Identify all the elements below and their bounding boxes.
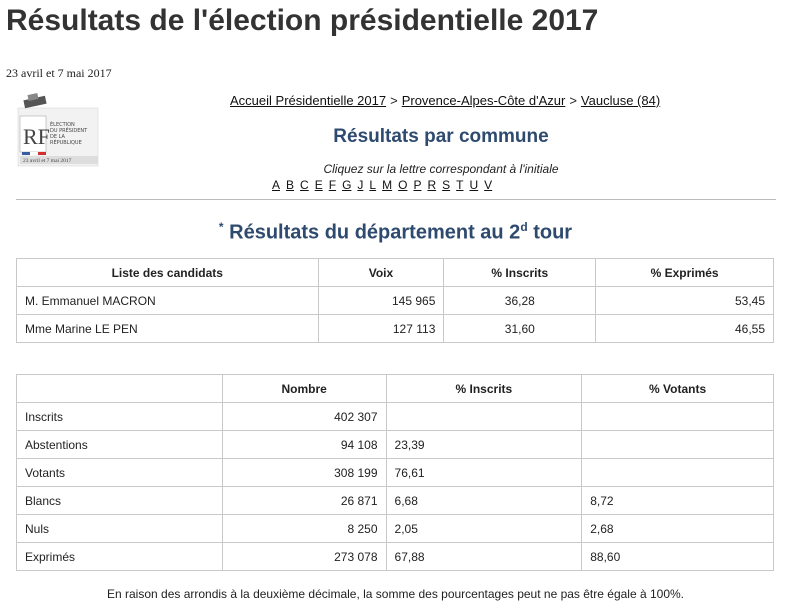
column-header-pct-inscrits: % Inscrits bbox=[385, 374, 583, 403]
row-pct-votants: 88,60 bbox=[581, 542, 774, 571]
letter-link-b[interactable]: B bbox=[286, 178, 295, 192]
row-label: Abstentions bbox=[16, 430, 223, 459]
row-count: 26 871 bbox=[221, 486, 387, 515]
logo-initials: RF bbox=[23, 124, 50, 149]
row-label: Nuls bbox=[16, 514, 223, 543]
department-title-sup: d bbox=[520, 220, 528, 234]
column-header-pct-votants: % Votants bbox=[581, 374, 774, 403]
department-title-suffix: tour bbox=[527, 221, 573, 244]
letter-link-e[interactable]: E bbox=[314, 178, 323, 192]
election-dates: 23 avril et 7 mai 2017 bbox=[6, 66, 112, 80]
footnote-asterisk: * bbox=[218, 220, 224, 234]
participation-table: Nombre % Inscrits % Votants Inscrits 402… bbox=[16, 374, 774, 571]
logo-line-1: ÉLECTION bbox=[50, 120, 75, 128]
section-divider bbox=[16, 199, 776, 200]
row-pct-votants bbox=[581, 430, 774, 459]
ballot-box-icon bbox=[23, 93, 47, 109]
logo-line-4: RÉPUBLIQUE bbox=[50, 138, 82, 146]
candidate-votes: 145 965 bbox=[317, 286, 445, 315]
row-pct-inscrits: 76,61 bbox=[385, 458, 583, 487]
letter-link-a[interactable]: A bbox=[272, 178, 281, 192]
row-pct-votants bbox=[581, 402, 774, 431]
candidate-name: M. Emmanuel MACRON bbox=[16, 286, 319, 315]
row-label: Blancs bbox=[16, 486, 223, 515]
row-count: 308 199 bbox=[221, 458, 387, 487]
letter-link-c[interactable]: C bbox=[300, 178, 309, 192]
row-pct-votants: 2,68 bbox=[581, 514, 774, 543]
row-pct-votants bbox=[581, 458, 774, 487]
commune-results-title: Résultats par commune bbox=[333, 126, 549, 147]
row-count: 8 250 bbox=[221, 514, 387, 543]
breadcrumb-separator: > bbox=[569, 93, 577, 108]
table-row: M. Emmanuel MACRON 145 965 36,28 53,45 bbox=[16, 286, 774, 315]
row-pct-inscrits bbox=[385, 402, 583, 431]
row-pct-inscrits: 6,68 bbox=[385, 486, 583, 515]
candidates-table: Liste des candidats Voix % Inscrits % Ex… bbox=[16, 258, 774, 343]
letter-instruction: Cliquez sur la lettre correspondant à l'… bbox=[323, 162, 559, 176]
candidate-pct-exprimes: 53,45 bbox=[595, 286, 774, 315]
logo-dates: 23 avril et 7 mai 2017 bbox=[23, 158, 72, 164]
department-results-title: * Résultats du département au 2d tour bbox=[0, 220, 791, 245]
letter-link-r[interactable]: R bbox=[427, 178, 437, 192]
row-label: Exprimés bbox=[16, 542, 223, 571]
table-row: Abstentions 94 108 23,39 bbox=[16, 430, 774, 459]
row-count: 273 078 bbox=[221, 542, 387, 571]
candidate-votes: 127 113 bbox=[317, 314, 445, 343]
letter-link-u[interactable]: U bbox=[469, 178, 479, 192]
candidate-name: Mme Marine LE PEN bbox=[16, 314, 319, 343]
rounding-footnote: En raison des arrondis à la deuxième déc… bbox=[106, 587, 684, 601]
table-row: Exprimés 273 078 67,88 88,60 bbox=[16, 542, 774, 571]
letter-link-v[interactable]: V bbox=[484, 178, 493, 192]
breadcrumb-department-link[interactable]: Vaucluse (84) bbox=[580, 93, 661, 108]
department-title-text: Résultats du département au 2 bbox=[229, 221, 521, 244]
breadcrumb: Accueil Présidentielle 2017 > Provence-Alp… bbox=[230, 93, 660, 108]
table-row: Blancs 26 871 6,68 8,72 bbox=[16, 486, 774, 515]
table-row: Inscrits 402 307 bbox=[16, 402, 774, 431]
table-row: Votants 308 199 76,61 bbox=[16, 458, 774, 487]
column-header-pct-inscrits: % Inscrits bbox=[443, 258, 597, 287]
candidate-pct-exprimes: 46,55 bbox=[595, 314, 774, 343]
letter-link-m[interactable]: M bbox=[382, 178, 393, 192]
breadcrumb-region-link[interactable]: Provence-Alpes-Côte d'Azur bbox=[401, 93, 566, 108]
breadcrumb-home-link[interactable]: Accueil Présidentielle 2017 bbox=[230, 93, 387, 108]
candidate-pct-inscrits: 31,60 bbox=[443, 314, 597, 343]
row-pct-inscrits: 2,05 bbox=[385, 514, 583, 543]
letter-link-p[interactable]: P bbox=[413, 178, 422, 192]
letter-link-o[interactable]: O bbox=[398, 178, 408, 192]
table-header-row: Nombre % Inscrits % Votants bbox=[16, 374, 774, 403]
column-header-voix: Voix bbox=[317, 258, 445, 287]
letter-link-s[interactable]: S bbox=[442, 178, 451, 192]
logo-line-2: DU PRÉSIDENT bbox=[50, 126, 88, 134]
column-header-empty bbox=[16, 374, 223, 403]
row-count: 402 307 bbox=[221, 402, 387, 431]
letter-link-t[interactable]: T bbox=[456, 178, 464, 192]
letter-link-f[interactable]: F bbox=[328, 178, 337, 192]
election-logo: RF ÉLECTION DU PRÉSIDENT DE LA RÉPUBLIQU… bbox=[17, 93, 99, 167]
logo-line-3: DE LA bbox=[50, 134, 65, 140]
candidate-pct-inscrits: 36,28 bbox=[443, 286, 597, 315]
table-row: Nuls 8 250 2,05 2,68 bbox=[16, 514, 774, 543]
column-header-nombre: Nombre bbox=[221, 374, 387, 403]
row-pct-votants: 8,72 bbox=[581, 486, 774, 515]
table-row: Mme Marine LE PEN 127 113 31,60 46,55 bbox=[16, 314, 774, 343]
breadcrumb-separator: > bbox=[390, 93, 398, 108]
letter-link-l[interactable]: L bbox=[369, 178, 377, 192]
column-header-pct-exprimes: % Exprimés bbox=[595, 258, 774, 287]
row-label: Inscrits bbox=[16, 402, 223, 431]
row-pct-inscrits: 23,39 bbox=[385, 430, 583, 459]
column-header-candidates: Liste des candidats bbox=[16, 258, 319, 287]
row-count: 94 108 bbox=[221, 430, 387, 459]
row-label: Votants bbox=[16, 458, 223, 487]
row-pct-inscrits: 67,88 bbox=[385, 542, 583, 571]
table-header-row: Liste des candidats Voix % Inscrits % Ex… bbox=[16, 258, 774, 287]
letter-link-j[interactable]: J bbox=[357, 178, 364, 192]
letter-link-g[interactable]: G bbox=[342, 178, 352, 192]
page-title: Résultats de l'élection présidentielle 2… bbox=[6, 4, 599, 37]
